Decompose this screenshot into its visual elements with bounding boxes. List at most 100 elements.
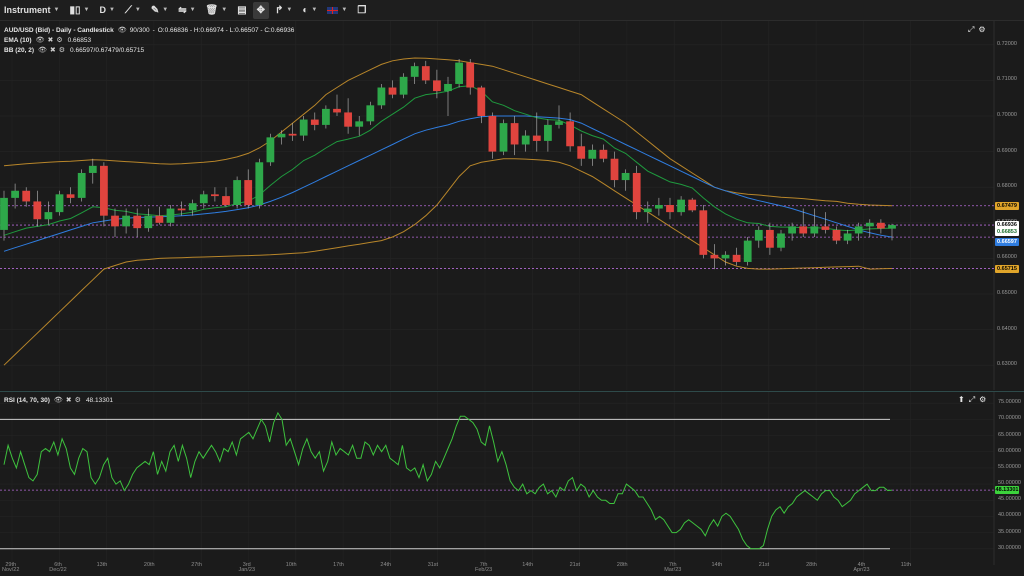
candles bbox=[0, 59, 896, 270]
date-label: 7th Mar/23 bbox=[664, 562, 681, 573]
candle-bear bbox=[666, 205, 674, 213]
price-tick-label: 0.68000 bbox=[997, 183, 1017, 190]
drawing-tools-menu[interactable]: ⟋ ▼ bbox=[121, 2, 145, 19]
popout-button[interactable]: ❐ bbox=[353, 2, 370, 19]
candle-bull bbox=[721, 254, 730, 259]
candle-bull bbox=[588, 149, 597, 159]
chart-range: 90/300 bbox=[129, 26, 150, 34]
candle-bear bbox=[66, 194, 75, 198]
gear-icon[interactable]: ⚙ bbox=[58, 47, 66, 54]
chevron-down-icon: ▼ bbox=[108, 7, 115, 13]
price-tick-label: 0.69000 bbox=[997, 147, 1017, 154]
candle-bear bbox=[111, 215, 119, 227]
candle-bull bbox=[322, 108, 330, 125]
date-day: 21st bbox=[758, 562, 770, 568]
share-icon: ↱ bbox=[275, 4, 284, 16]
chart-type-menu[interactable]: ▮▯ ▼ bbox=[65, 2, 93, 19]
rsi-label: RSI (14, 70, 30) bbox=[4, 396, 50, 404]
date-axis: 29th Nov/22 6th Dec/22 13th 20th 27th 3rd Jan/23… bbox=[0, 562, 1024, 576]
price-chart-panel[interactable]: AUD/USD (Bid) - Daily - Candlestick 👁 90… bbox=[0, 21, 1024, 390]
candle-bull bbox=[166, 208, 175, 223]
candle-bull bbox=[88, 165, 97, 173]
eye-icon[interactable]: 👁 bbox=[37, 47, 47, 54]
chevron-down-icon: ▼ bbox=[341, 7, 348, 13]
rsi-legend: RSI (14, 70, 30) 👁 ✖ ⚙ 48.13301 bbox=[4, 396, 113, 405]
candle-bull bbox=[777, 233, 785, 248]
rsi-tick-label: 55.00000 bbox=[998, 463, 1021, 470]
palette-icon: ◐ bbox=[302, 4, 309, 16]
date-month: Dec/22 bbox=[49, 567, 67, 573]
candle-bull bbox=[233, 180, 241, 205]
candle-bull bbox=[555, 121, 563, 125]
instrument-menu[interactable]: Instrument ▼ bbox=[0, 2, 63, 19]
close-icon[interactable]: ✖ bbox=[49, 47, 56, 54]
candle-bull bbox=[655, 205, 663, 209]
candle-bear bbox=[699, 210, 708, 255]
eye-icon[interactable]: 👁 bbox=[117, 27, 127, 34]
date-day: 17th bbox=[333, 562, 344, 568]
instrument-label: Instrument bbox=[4, 5, 51, 15]
candle-bear bbox=[610, 158, 619, 181]
date-label: 28th bbox=[617, 562, 628, 568]
eye-icon[interactable]: 👁 bbox=[53, 397, 63, 404]
date-day: 14th bbox=[522, 562, 534, 568]
bb-lower-line bbox=[3, 158, 893, 366]
date-month: Jan/23 bbox=[238, 567, 256, 573]
indicators-menu[interactable]: ⇋ ▼ bbox=[174, 2, 199, 19]
pencil-menu[interactable]: ✎ ▼ bbox=[147, 2, 172, 19]
layout-button[interactable]: ▤ bbox=[233, 2, 250, 19]
settings-icon[interactable]: ⚙ bbox=[979, 395, 987, 404]
candle-bull bbox=[377, 87, 386, 106]
candle-bear bbox=[710, 254, 719, 259]
fullscreen-button[interactable]: ✥ bbox=[252, 1, 270, 19]
candle-bull bbox=[255, 162, 264, 205]
date-month: Apr/23 bbox=[853, 567, 870, 573]
candle-bull bbox=[621, 172, 630, 181]
ema-label: EMA (10) bbox=[4, 36, 32, 44]
candle-bear bbox=[344, 112, 352, 127]
delete-menu[interactable]: 🗑 ▼ bbox=[202, 2, 232, 19]
price-chart[interactable] bbox=[0, 21, 1024, 390]
language-menu[interactable]: ▼ bbox=[323, 2, 351, 19]
date-day: 11th bbox=[900, 562, 911, 568]
date-label: 24th bbox=[380, 562, 391, 568]
chart-ohlc: O:0.66836 - H:0.66974 - L:0.66507 - C:0.… bbox=[157, 26, 295, 34]
expand-icon[interactable]: ⤢ bbox=[968, 25, 975, 34]
date-label: 21st bbox=[759, 562, 769, 568]
date-day: 28th bbox=[806, 562, 817, 568]
date-day: 29th bbox=[5, 562, 17, 568]
candle-bull bbox=[810, 226, 819, 234]
share-menu[interactable]: ↱ ▼ bbox=[271, 2, 296, 19]
close-icon[interactable]: ✖ bbox=[47, 37, 54, 44]
candle-bull bbox=[266, 137, 275, 163]
arrow-up-icon[interactable]: ⬆ bbox=[958, 395, 965, 404]
date-day: 3rd bbox=[242, 562, 251, 568]
gear-icon[interactable]: ⚙ bbox=[74, 397, 81, 404]
timeframe-menu[interactable]: D ▼ bbox=[95, 2, 118, 19]
candle-bull bbox=[122, 215, 130, 227]
candle-bull bbox=[77, 172, 86, 198]
candle-bear bbox=[333, 108, 341, 113]
ema-legend: EMA (10) 👁 ✖ ⚙ 0.66853 bbox=[4, 36, 91, 45]
rsi-panel[interactable]: RSI (14, 70, 30) 👁 ✖ ⚙ 48.13301 ⬆ ⤢ ⚙ 75… bbox=[0, 391, 1024, 567]
expand-icon[interactable]: ⤢ bbox=[968, 395, 976, 404]
candle-bull bbox=[444, 83, 452, 92]
date-day: 13th bbox=[96, 562, 108, 568]
date-label: 20th bbox=[144, 562, 155, 568]
price-tag: 0.66597 bbox=[995, 238, 1019, 247]
chevron-down-icon: ▼ bbox=[162, 7, 169, 13]
candle-bear bbox=[832, 229, 841, 241]
settings-icon[interactable]: ⚙ bbox=[978, 25, 986, 34]
date-label: 14th bbox=[522, 562, 533, 568]
candle-bear bbox=[22, 190, 31, 202]
price-tag: 0.67479 bbox=[995, 201, 1019, 210]
theme-menu[interactable]: ◐ ▼ bbox=[298, 2, 321, 19]
gear-icon[interactable]: ⚙ bbox=[56, 37, 63, 44]
close-icon[interactable]: ✖ bbox=[65, 397, 72, 404]
chevron-down-icon: ▼ bbox=[221, 7, 228, 13]
eye-icon[interactable]: 👁 bbox=[35, 37, 45, 44]
rsi-line bbox=[3, 411, 893, 550]
rsi-chart[interactable] bbox=[0, 392, 1024, 566]
layout-icon: ▤ bbox=[237, 4, 247, 16]
date-day: 4th bbox=[857, 562, 866, 568]
